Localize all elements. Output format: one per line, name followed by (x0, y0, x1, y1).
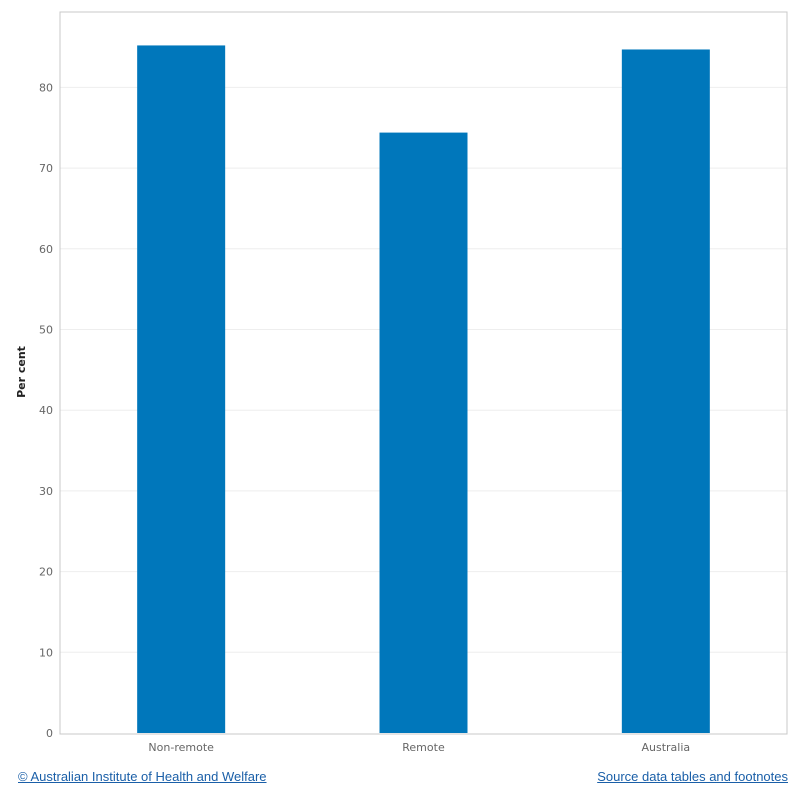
x-tick-label: Remote (402, 741, 445, 754)
y-tick-label: 10 (39, 646, 53, 659)
bar-australia (621, 49, 710, 733)
y-tick-label: 20 (39, 566, 53, 579)
bars (137, 45, 710, 734)
source-data-link[interactable]: Source data tables and footnotes (597, 769, 788, 784)
bar-non-remote (137, 45, 226, 734)
copyright-link[interactable]: © Australian Institute of Health and Wel… (18, 769, 267, 784)
y-tick-label: 70 (39, 162, 53, 175)
plot-area (59, 11, 788, 735)
x-tick-label: Non-remote (148, 741, 214, 754)
x-tick-label: Australia (641, 741, 690, 754)
bar-chart: 0 10 20 30 40 50 60 70 80 Non-remote Remote Austra… (15, 11, 788, 754)
y-axis-ticks: 0 10 20 30 40 50 60 70 80 (39, 81, 53, 740)
y-tick-label: 30 (39, 485, 53, 498)
y-tick-label: 0 (46, 727, 53, 740)
y-tick-label: 80 (39, 81, 53, 94)
y-tick-label: 50 (39, 324, 53, 337)
y-tick-label: 60 (39, 243, 53, 256)
x-axis-ticks: Non-remote Remote Australia (148, 741, 690, 754)
bar-remote (379, 132, 468, 734)
y-tick-label: 40 (39, 404, 53, 417)
y-axis-label: Per cent (15, 346, 28, 398)
